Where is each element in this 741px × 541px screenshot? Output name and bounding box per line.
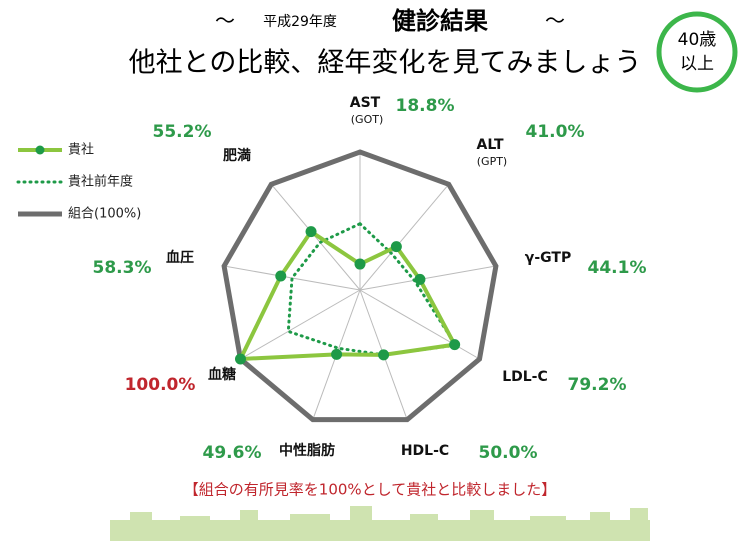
value-label: 79.2%	[568, 375, 627, 395]
legend-label: 貴社	[68, 142, 94, 158]
axis-label: HDL-C	[401, 443, 449, 459]
footer: 【組合の有所見率を100%として貴社と比較しました】	[184, 481, 556, 499]
data-point	[305, 226, 317, 238]
value-label: 100.0%	[125, 375, 196, 395]
skyline	[110, 506, 650, 541]
data-point	[449, 339, 461, 351]
legend-dot	[35, 145, 45, 155]
series-line	[221, 149, 499, 423]
data-point	[414, 273, 426, 285]
header-suffix: ～	[545, 9, 565, 33]
badge	[656, 11, 738, 93]
series-line	[286, 221, 459, 357]
data-point	[275, 270, 287, 282]
header-title: 健診結果	[392, 7, 488, 35]
data-point	[390, 241, 402, 253]
data-point	[331, 348, 343, 360]
value-label: 55.2%	[153, 122, 212, 142]
spoke	[270, 183, 361, 291]
value-label: 50.0%	[479, 443, 538, 463]
badge-line: 40歳	[678, 30, 717, 50]
header-year: 平成29年度	[263, 14, 337, 30]
axis-label: 血糖	[208, 366, 236, 383]
value-label: 18.8%	[396, 96, 455, 116]
header-subtitle: 他社との比較、経年変化を見てみましょう	[129, 48, 642, 79]
data-point	[378, 349, 390, 361]
legend-label: 組合(100%)	[68, 207, 141, 222]
spoke	[359, 265, 496, 291]
value-label: 44.1%	[588, 258, 647, 278]
axis-sublabel: (GPT)	[477, 155, 507, 168]
series-line	[237, 228, 458, 362]
data-point	[354, 258, 366, 270]
spoke	[359, 289, 480, 360]
spoke	[359, 183, 450, 291]
axis-sublabel: (GOT)	[351, 113, 383, 126]
value-label: 41.0%	[526, 122, 585, 142]
data-point	[234, 353, 246, 365]
badge-line: 以上	[680, 54, 714, 74]
axis-label: 肥満	[223, 147, 251, 164]
axis-label: γ-GTP	[525, 250, 571, 266]
axis-label: AST	[350, 95, 381, 111]
axis-label: ALT	[477, 137, 504, 153]
axis-label: LDL-C	[502, 369, 548, 385]
axis-label: 中性脂肪	[279, 442, 335, 459]
legend-label: 貴社前年度	[68, 174, 133, 190]
header-prefix: ～	[215, 9, 235, 33]
axis-label: 血圧	[166, 249, 194, 266]
value-label: 58.3%	[93, 258, 152, 278]
spoke	[240, 289, 361, 360]
value-label: 49.6%	[203, 443, 262, 463]
